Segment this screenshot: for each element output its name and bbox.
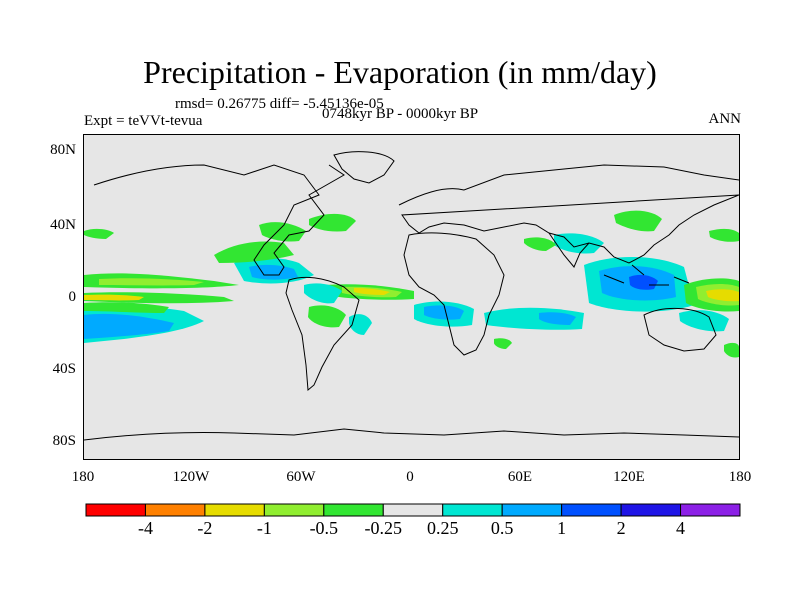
colorbar-tick-label: 0.25 (426, 518, 459, 538)
period-text: 0748kyr BP - 0000kyr BP (322, 106, 479, 122)
coast-africa (403, 232, 505, 356)
colorbar-swatch (263, 503, 325, 517)
field-patch-spac-green (84, 302, 169, 313)
colorbar-tick-label: -2 (197, 518, 213, 538)
coast-maritime-islands (603, 264, 690, 286)
coast-north-america (93, 164, 345, 276)
x-axis-label-180e: 180 (728, 469, 752, 485)
field-patch-brazil-cyan (349, 314, 372, 335)
field-patch-mc-dblue (629, 274, 658, 290)
plot-title: Precipitation - Evaporation (in mm/day) (143, 54, 657, 90)
colorbar-tick-label: 2 (616, 518, 626, 538)
field-patch-spac-blue (84, 313, 174, 339)
y-axis-label-40n: 40N (50, 217, 76, 233)
field-patch-safrica-green (494, 338, 512, 349)
field-patch-nam-green (259, 222, 306, 242)
colorbar-swatch (620, 503, 682, 517)
field-patch-arabia-green (524, 237, 556, 251)
coast-europe-asia (398, 164, 739, 264)
colorbar-tick-label: -1 (256, 518, 272, 538)
field-patch-eqpac-lgreen (99, 278, 204, 286)
field-patch-amazon-cyan (304, 283, 342, 304)
colorbar-swatch (204, 503, 265, 517)
field-patch-aus-cyan (679, 310, 729, 332)
y-axis-label-80s: 80S (52, 433, 76, 449)
field-patch-eur-green (84, 228, 114, 239)
x-axis-label-60e: 60E (507, 469, 533, 485)
colorbar-swatch (85, 503, 146, 517)
colorbar-swatch (442, 503, 503, 517)
y-axis-label-80n: 80N (50, 142, 76, 158)
colorbar-swatch (382, 503, 444, 517)
colorbar-swatch (323, 503, 384, 517)
field-patch-caribbean-blue (249, 264, 298, 280)
colorbar-swatch (144, 503, 206, 517)
x-axis-label-120e: 120E (613, 469, 645, 485)
colorbar-tick-label: -0.5 (309, 518, 339, 538)
field-patch-natl-green (214, 241, 294, 263)
y-axis-label-40s: 40S (52, 361, 76, 377)
coast-greenland (333, 151, 395, 184)
field-patch-ind-cyan (554, 233, 604, 254)
map-canvas (84, 135, 739, 459)
colorbar-swatch (501, 503, 563, 517)
field-patch-africa-blue (424, 305, 464, 320)
field-patch-atl-yellow (354, 288, 390, 295)
season-label: ANN (708, 111, 742, 127)
colorbar-swatch (680, 503, 741, 517)
colorbar-swatch (561, 503, 622, 517)
experiment-label: Expt = teVVt-tevua (84, 113, 203, 129)
map-panel (83, 134, 740, 460)
coast-antarctica (84, 428, 739, 441)
field-patch-nwp-green (614, 210, 662, 232)
field-patch-samazon-green (308, 305, 346, 328)
colorbar-tick-label: -4 (137, 518, 153, 538)
colorbar-tick-label: -0.25 (364, 518, 403, 538)
field-patch-wp-yellow (706, 289, 739, 302)
x-axis-label-180w: 180 (71, 469, 95, 485)
field-patch-nwp2-green (709, 228, 739, 242)
coastlines (84, 151, 739, 441)
field-patch-io-blue (539, 312, 576, 325)
colorbar (85, 503, 741, 517)
x-axis-label-120w: 120W (172, 469, 210, 485)
field-patch-eqpac-green2 (84, 292, 234, 304)
field-patch-spacr-green (724, 342, 739, 358)
colorbar-tick-label: 4 (676, 518, 686, 538)
x-axis-label-60w: 60W (286, 469, 316, 485)
y-axis-label-0: 0 (68, 289, 77, 305)
x-axis-label-0: 0 (406, 469, 414, 485)
coast-south-america (285, 276, 360, 392)
stats-text: rmsd= 0.26775 diff= -5.45136e-05 (175, 96, 384, 112)
field-patch-eqpac-yellow (84, 294, 144, 301)
field-layer (84, 210, 739, 358)
coast-india (548, 232, 590, 268)
colorbar-tick-label: 1 (557, 518, 567, 538)
coast-australia (643, 307, 717, 352)
colorbar-tick-label: 0.5 (490, 518, 514, 538)
